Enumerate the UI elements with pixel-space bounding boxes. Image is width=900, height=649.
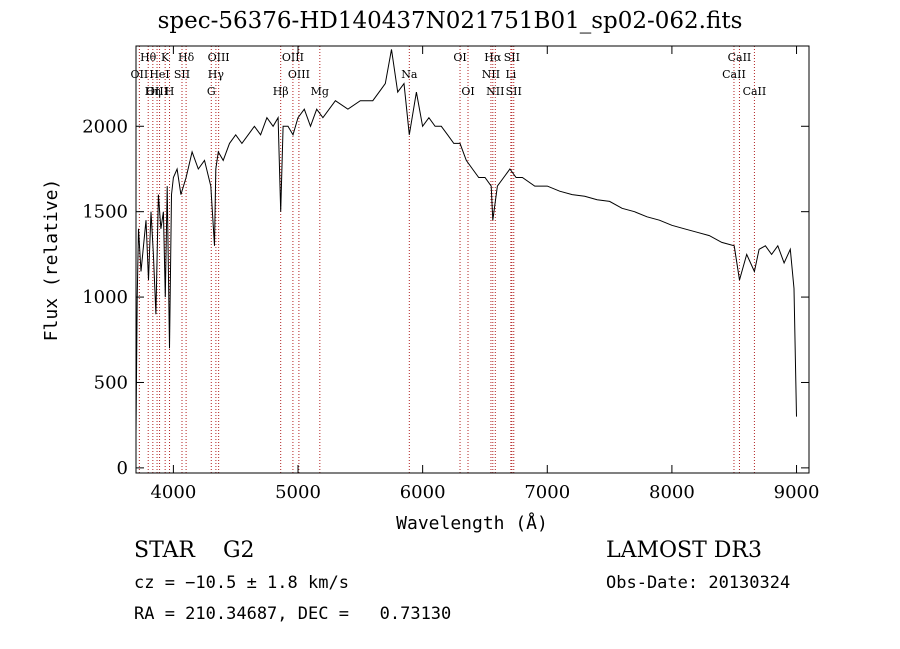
line-marker-label: OII [131, 68, 149, 81]
line-marker-label: HeI [149, 68, 169, 81]
x-tick-label: 7000 [524, 482, 570, 503]
line-marker-label: OIII [208, 51, 230, 64]
redshift-readout: cz = −10.5 ± 1.8 km/s [134, 573, 349, 593]
x-tick-label: 6000 [400, 482, 446, 503]
object-type: STAR [134, 538, 195, 563]
object-subclass: G2 [222, 538, 255, 563]
x-tick-label: 5000 [275, 482, 321, 503]
line-marker-label: Hη [145, 85, 161, 98]
line-marker-label: K [161, 51, 170, 64]
line-marker-label: CaII [728, 51, 752, 64]
line-markers [138, 46, 755, 473]
line-marker-label: Hθ [140, 51, 157, 64]
line-marker-label: CaII [743, 85, 767, 98]
line-marker-label: Li [505, 68, 516, 81]
y-axis-label: Flux (relative) [41, 179, 62, 342]
y-tick-label: 0 [117, 458, 128, 479]
y-tick-label: 500 [94, 372, 128, 393]
y-tick-label: 2000 [82, 116, 128, 137]
coordinates-readout: RA = 210.34687, DEC = 0.73130 [134, 604, 452, 624]
line-marker-label: Na [401, 68, 418, 81]
line-marker-label: OIII [146, 85, 168, 98]
x-tick-label: 8000 [649, 482, 695, 503]
line-marker-label: NII [486, 85, 504, 98]
line-marker-label: H [165, 85, 175, 98]
y-tick-label: 1000 [82, 287, 128, 308]
x-tick-label: 4000 [150, 482, 196, 503]
line-marker-label: OI [453, 51, 466, 64]
line-marker-label: CaII [722, 68, 746, 81]
line-marker-label: NII [482, 68, 500, 81]
axis-ticks: 4000 5000 6000 7000 8000 9000 0 500 1000 1500 2000 [82, 46, 819, 503]
x-axis-label: Wavelength (Å) [396, 512, 548, 534]
x-tick-label: 9000 [774, 482, 820, 503]
line-marker-label: SII [506, 85, 522, 98]
line-marker-label: OIII [288, 68, 310, 81]
spectrum-line [135, 49, 797, 434]
line-marker-label: Hα [484, 51, 502, 64]
page-title: spec-56376-HD140437N021751B01_sp02-062.f… [157, 8, 743, 34]
line-marker-label: Hγ [208, 68, 225, 81]
line-marker-label: SII [174, 68, 190, 81]
line-marker-label: OI [461, 85, 474, 98]
line-marker-label: Mg [311, 85, 329, 98]
line-marker-label: SII [504, 51, 520, 64]
object-class: STAR G2 [134, 538, 255, 563]
line-marker-label: G [207, 85, 216, 98]
y-tick-label: 1500 [82, 202, 128, 223]
line-marker-label: Hδ [178, 51, 195, 64]
observation-date: Obs-Date: 20130324 [606, 573, 791, 593]
line-marker-label: OIII [282, 51, 304, 64]
line-marker-label: Hβ [273, 85, 289, 98]
plot-frame [135, 45, 810, 474]
survey-name: LAMOST DR3 [606, 538, 762, 563]
series-layer [135, 49, 797, 434]
